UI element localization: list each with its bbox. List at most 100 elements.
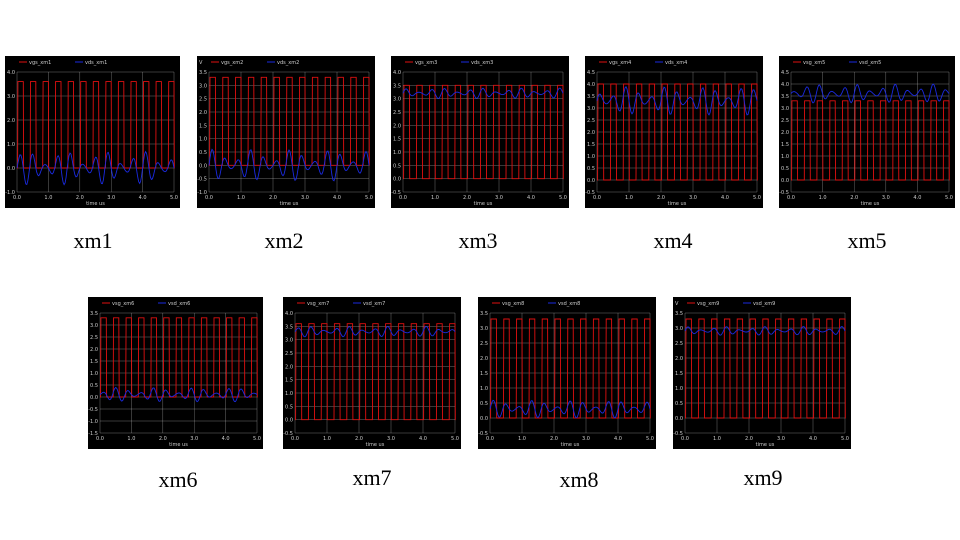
y-tick-label: 1.0 [90,371,98,377]
y-tick-label: 3.5 [675,311,683,317]
legend-label: vds_xm2 [277,60,299,66]
y-tick-label: -0.5 [391,190,401,196]
y-tick-label: 0.5 [587,166,595,172]
y-tick-label: 0.0 [90,395,98,401]
y-tick-label: 0.0 [199,163,207,169]
series-line-vsd_xm7 [294,325,456,338]
plot-xm3: vgs_xm3 vds_xm3 0.0 1.0 2.0 3.0 4.0 5.0 -0.5 0.0 0… [391,56,569,208]
y-tick-label: 2.5 [781,118,789,124]
y-tick-label: 2.5 [587,118,595,124]
x-tick-label: 5.0 [945,195,953,201]
x-axis-label: time us [474,201,493,207]
x-tick-label: 0.0 [291,436,299,442]
y-tick-label: -0.5 [478,431,488,437]
x-tick-label: 5.0 [646,436,654,442]
x-tick-label: 3.0 [582,436,590,442]
x-tick-label: 4.0 [139,195,147,201]
y-tick-label: 0.0 [480,416,488,422]
x-tick-label: 2.0 [657,195,665,201]
y-tick-label: 3.0 [587,106,595,112]
y-tick-label: 3.5 [90,311,98,317]
caption-xm1: xm1 [73,228,113,253]
series-line-vsg_xm8 [490,318,651,419]
x-tick-label: 2.0 [463,195,471,201]
y-tick-label: -1.0 [5,190,15,196]
y-tick-label: 2.5 [393,110,401,116]
series-line-vsd_xm9 [684,325,846,336]
x-axis-label: time us [561,442,580,448]
x-tick-label: 2.0 [745,436,753,442]
y-tick-label: -0.5 [585,190,595,196]
x-tick-label: 0.0 [96,436,104,442]
x-tick-label: 1.0 [323,436,331,442]
plot-xm8: vsg_xm8 vsd_xm8 0.0 1.0 2.0 3.0 4.0 5.0 -0.5 0.0 0… [478,297,656,449]
series-line-vds_xm2 [208,148,370,182]
y-tick-label: 0.5 [90,383,98,389]
legend-label: vds_xm1 [85,60,107,66]
y-tick-label: -1.0 [88,419,98,425]
x-tick-label: 3.0 [387,436,395,442]
y-tick-label: 0.5 [393,163,401,169]
y-tick-label: 3.0 [199,83,207,89]
x-tick-label: 4.0 [913,195,921,201]
y-tick-label: 0.5 [675,401,683,407]
x-tick-label: 5.0 [559,195,567,201]
series-line-vsg_xm6 [100,317,258,398]
y-tick-label: 1.0 [393,150,401,156]
series-line-vgs_xm1 [17,81,175,169]
legend-label: vsd_xm5 [859,60,881,66]
y-tick-label: 3.0 [393,97,401,103]
chart-xm6: vsg_xm6 vsd_xm6 0.0 1.0 2.0 3.0 4.0 5.0 -1.5 -1.0… [88,301,261,448]
x-axis-label: time us [169,442,188,448]
legend-label: vsg_xm8 [502,301,524,307]
y-tick-label: 4.0 [7,70,15,76]
x-tick-label: 1.0 [237,195,245,201]
y-tick-label: 1.0 [285,391,293,397]
y-tick-label: 2.5 [199,97,207,103]
x-tick-label: 1.0 [625,195,633,201]
y-tick-label: 0.0 [285,418,293,424]
series-line-vds_xm4 [596,85,758,116]
caption-xm2: xm2 [264,228,304,253]
series-line-vds_xm1 [16,150,175,186]
caption-xm7: xm7 [352,465,392,490]
y-tick-label: 1.5 [587,142,595,148]
series-line-vsg_xm7 [295,323,456,421]
x-tick-label: 0.0 [681,436,689,442]
y-tick-label: 3.5 [781,94,789,100]
x-axis-label: time us [861,201,880,207]
caption-xm8: xm8 [559,467,599,492]
x-tick-label: 4.0 [419,436,427,442]
y-tick-label: 1.0 [587,154,595,160]
y-tick-label: 2.0 [7,118,15,124]
legend-label: vgs_xm2 [221,60,243,66]
x-tick-label: 3.0 [689,195,697,201]
y-tick-label: 1.0 [7,142,15,148]
caption-xm4: xm4 [653,228,693,253]
x-tick-label: 3.0 [777,436,785,442]
x-tick-label: 4.0 [527,195,535,201]
series-line-vsd_xm6 [99,386,258,403]
x-tick-label: 5.0 [451,436,459,442]
unit-label: V [675,301,679,307]
y-tick-label: 2.0 [393,123,401,129]
y-tick-label: -0.5 [88,407,98,413]
plot-xm1: vgs_xm1 vds_xm1 0.0 1.0 2.0 3.0 4.0 5.0 -1.0 0.0 1… [5,56,180,208]
caption-xm6: xm6 [158,467,198,492]
x-tick-label: 4.0 [333,195,341,201]
legend-label: vsd_xm8 [558,301,580,307]
y-tick-label: 3.0 [781,106,789,112]
caption-xm9: xm9 [743,465,783,490]
y-tick-label: 3.0 [90,323,98,329]
x-tick-label: 4.0 [614,436,622,442]
unit-label: V [199,60,203,66]
y-tick-label: 1.0 [781,154,789,160]
x-tick-label: 2.0 [550,436,558,442]
x-tick-label: 2.0 [159,436,167,442]
y-tick-label: 4.0 [781,82,789,88]
x-tick-label: 1.0 [518,436,526,442]
y-tick-label: 2.0 [480,356,488,362]
